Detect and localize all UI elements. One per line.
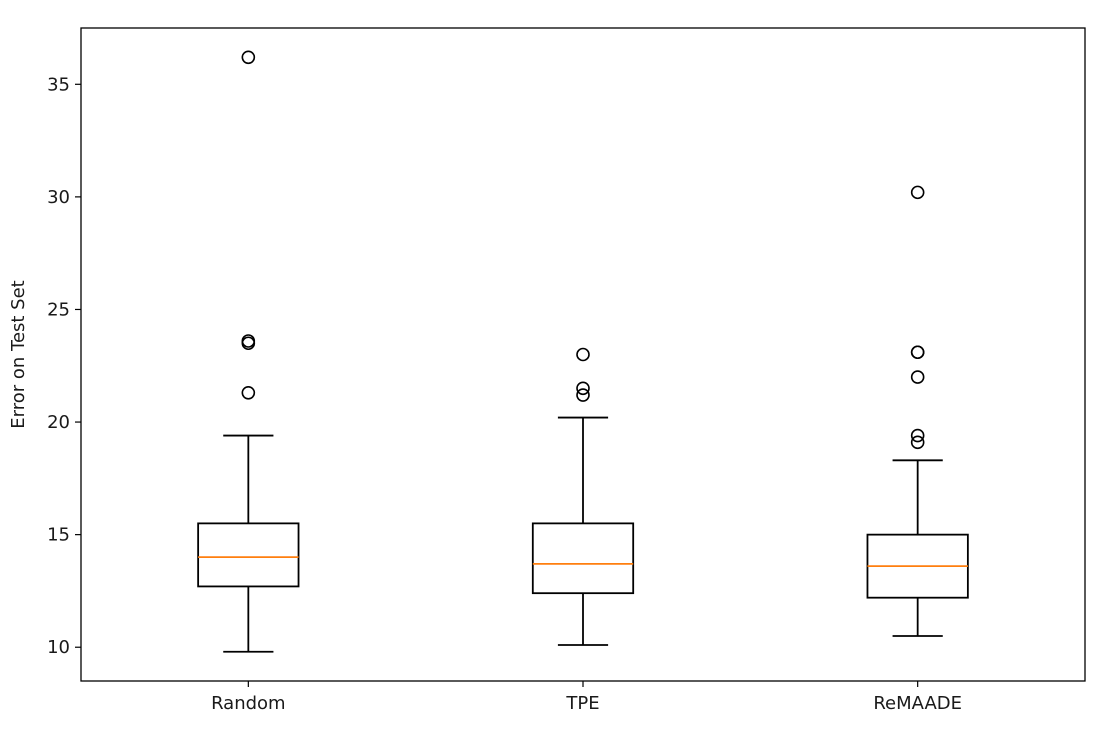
y-tick-label: 30 [47,187,70,208]
outlier-point [910,370,925,384]
iqr-box [531,522,635,595]
outlier-point [910,435,925,450]
outlier-point [576,347,590,362]
outlier-point [576,388,590,402]
y-tick-label: 20 [47,412,70,433]
y-tick-label: 10 [47,637,70,658]
boxes-group [197,50,969,653]
outlier-point [241,385,256,400]
plot-area-frame [80,27,1086,682]
y-axis: 10 15 20 25 30 35 [47,74,81,658]
outlier-point [241,334,256,348]
x-tick-label: Random [211,693,286,714]
outlier-point [910,185,925,200]
y-tick-label: 35 [47,74,70,95]
box-random [197,50,300,653]
outlier-point [576,381,590,396]
outlier-point [910,345,925,360]
y-tick-label: 25 [47,299,70,320]
box-tpe [531,347,635,646]
iqr-box [197,522,300,588]
outlier-point [241,50,256,65]
outlier-point [910,428,925,443]
x-tick-label: TPE [565,693,599,714]
y-axis-title: Error on Test Set [8,280,29,428]
box-remaade [866,185,969,637]
x-tick-label: ReMAADE [873,693,962,714]
y-tick-label: 15 [47,525,70,546]
x-axis: Random TPE ReMAADE [211,681,962,714]
